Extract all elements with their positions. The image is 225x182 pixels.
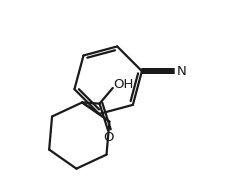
Text: N: N	[176, 65, 185, 78]
Text: OH: OH	[113, 78, 133, 91]
Text: O: O	[103, 131, 113, 144]
